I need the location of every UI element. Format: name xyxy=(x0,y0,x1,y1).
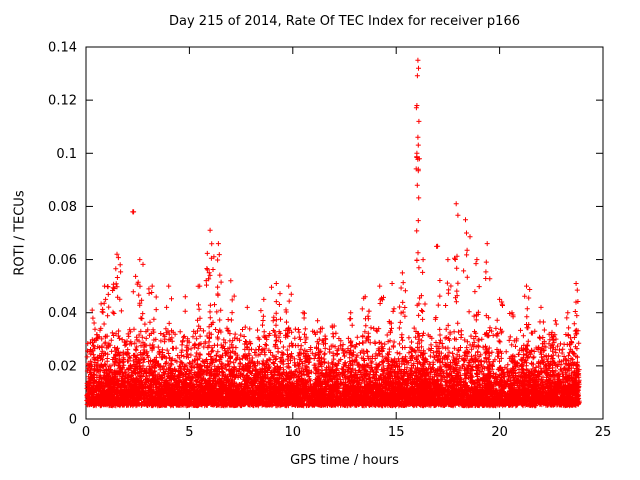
data-points xyxy=(84,57,582,409)
x-tick-label: 25 xyxy=(595,425,612,440)
y-tick-label: 0.02 xyxy=(48,359,77,374)
x-tick-label: 0 xyxy=(82,425,90,440)
x-axis-label: GPS time / hours xyxy=(290,453,399,468)
y-tick-label: 0.12 xyxy=(48,94,77,109)
y-tick-label: 0.1 xyxy=(56,147,77,162)
plot-border xyxy=(85,46,604,420)
x-tick-label: 15 xyxy=(388,425,405,440)
chart-title: Day 215 of 2014, Rate Of TEC Index for r… xyxy=(169,14,520,29)
y-tick-label: 0.06 xyxy=(48,253,77,268)
y-tick-label: 0.08 xyxy=(48,200,77,215)
x-tick-label: 5 xyxy=(185,425,193,440)
y-tick-label: 0.04 xyxy=(48,306,77,321)
x-tick-label: 20 xyxy=(491,425,508,440)
x-tick-label: 10 xyxy=(285,425,302,440)
y-tick-label: 0 xyxy=(69,413,77,428)
y-tick-label: 0.14 xyxy=(48,41,77,56)
